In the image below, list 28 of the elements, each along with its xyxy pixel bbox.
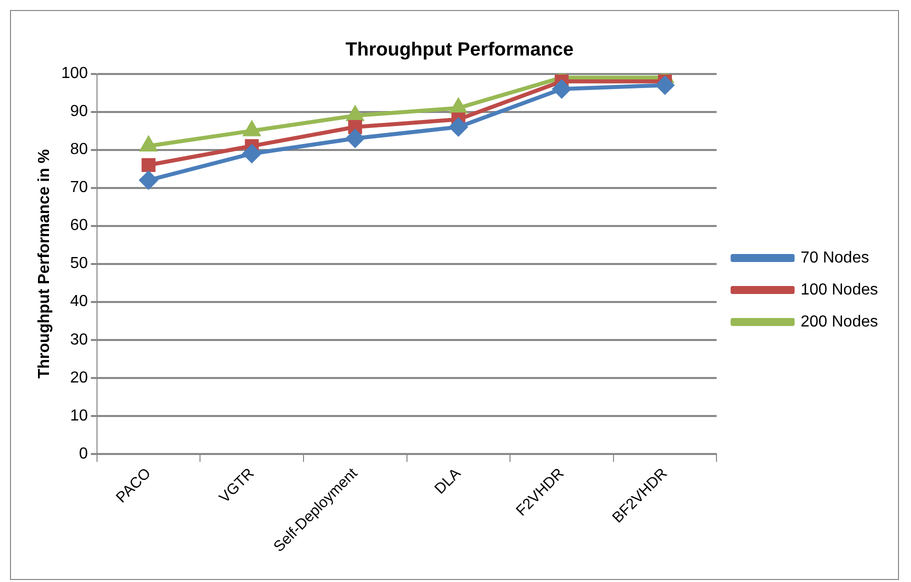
y-tick-label: 80: [70, 141, 88, 158]
point: [142, 158, 156, 172]
chart-title: Throughput Performance: [345, 40, 574, 61]
point: [348, 120, 362, 134]
y-tick-label: 70: [70, 179, 88, 196]
point: [242, 144, 261, 163]
y-tick-label: 90: [70, 103, 88, 120]
point: [346, 129, 364, 148]
y-tick-label: 30: [70, 331, 88, 348]
legend-label: 70 Nodes: [800, 249, 870, 266]
point: [552, 80, 571, 98]
point: [450, 99, 466, 114]
y-tick-label: 20: [70, 369, 88, 386]
y-tick-label: 100: [61, 65, 88, 82]
y-tick-label: 10: [70, 407, 88, 424]
x-tick-label: DLA: [431, 464, 464, 498]
legend-label: 100 Nodes: [800, 281, 878, 298]
point: [656, 76, 674, 94]
y-tick-label: 40: [70, 293, 88, 310]
point: [449, 118, 468, 136]
legend-label: 200 Nodes: [800, 313, 878, 330]
y-tick-label: 0: [78, 445, 88, 462]
point: [347, 106, 364, 122]
point: [140, 171, 158, 190]
y-tick-label: 60: [70, 217, 88, 234]
y-tick-label: 50: [70, 255, 88, 272]
y-axis-title: Throughput Performance in %: [36, 149, 54, 379]
point: [140, 137, 157, 152]
